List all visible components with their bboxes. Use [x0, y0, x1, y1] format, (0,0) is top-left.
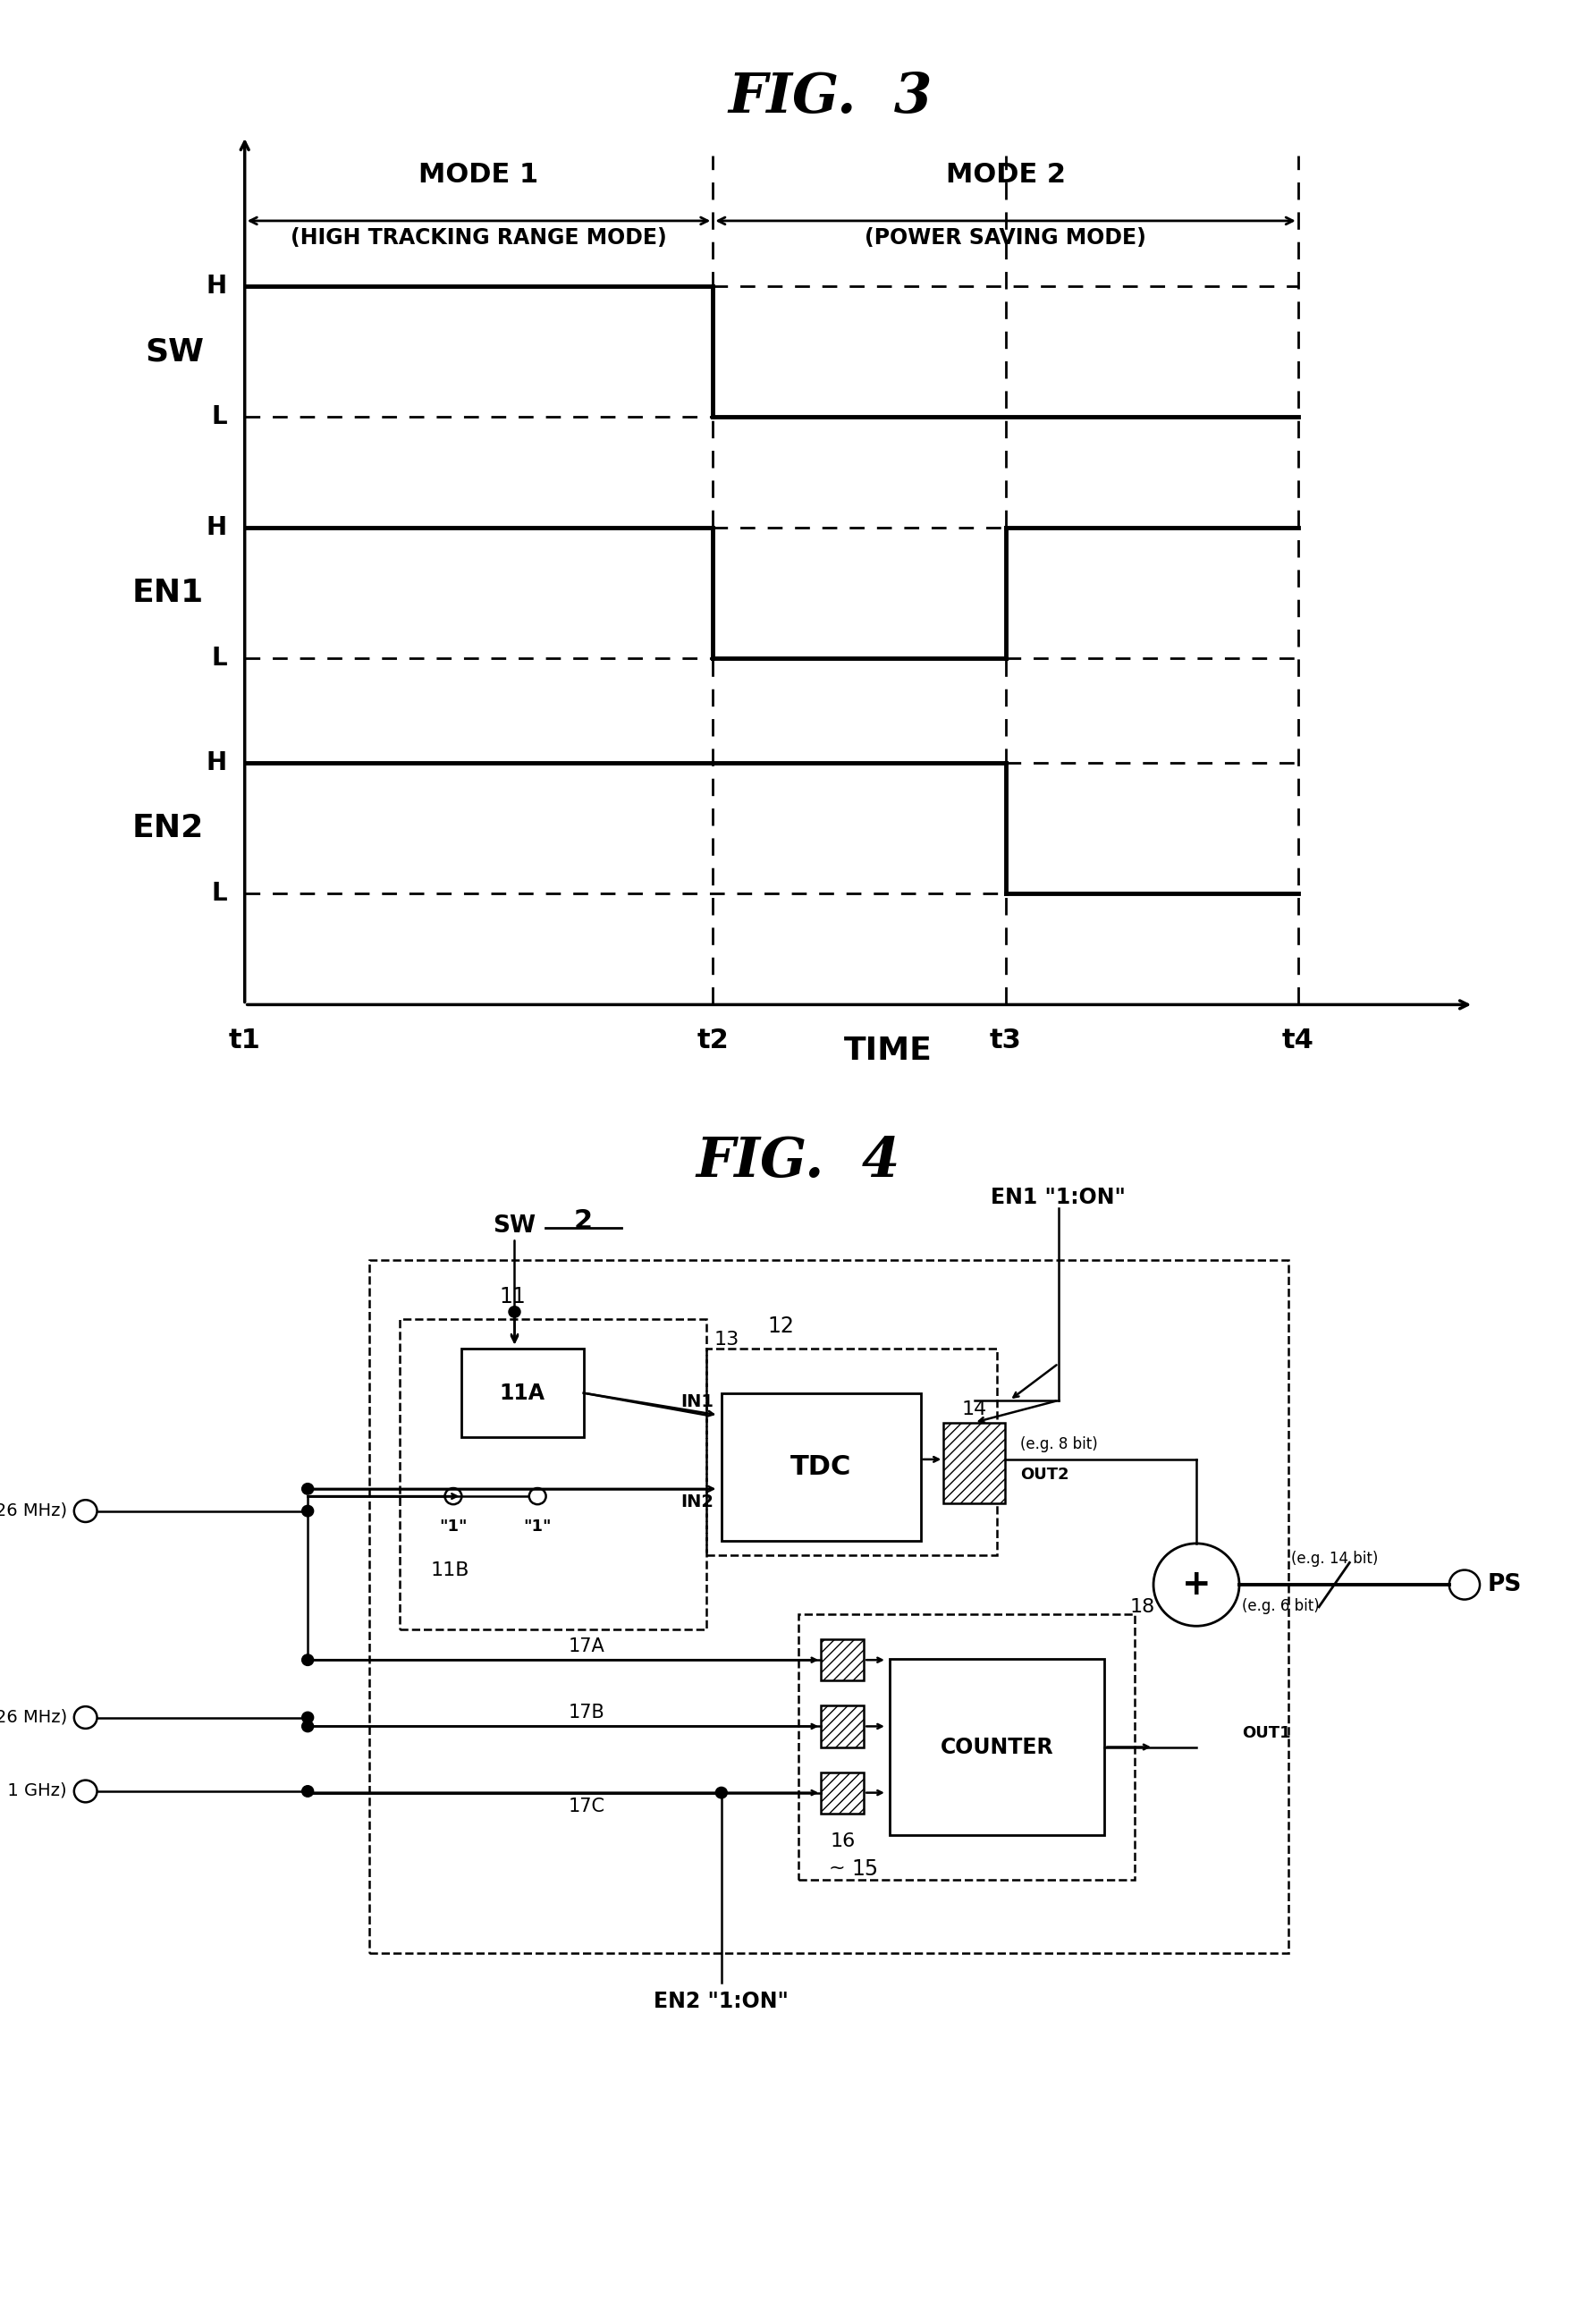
Text: IN2: IN2	[680, 1493, 713, 1509]
Bar	[399, 1318, 705, 1629]
Bar	[820, 1705, 863, 1746]
Circle shape	[302, 1786, 313, 1797]
Text: L: L	[211, 881, 227, 907]
Text: (e.g. 6 bit): (e.g. 6 bit)	[1242, 1599, 1320, 1615]
Text: EN2: EN2	[132, 812, 204, 844]
Text: TIME: TIME	[844, 1035, 932, 1065]
Text: OUT1: OUT1	[1242, 1726, 1291, 1742]
Bar	[721, 1392, 921, 1539]
Text: 17B: 17B	[568, 1705, 605, 1721]
Text: 11B: 11B	[431, 1560, 469, 1578]
Text: REF (e.g. 26 MHz): REF (e.g. 26 MHz)	[0, 1503, 67, 1519]
Text: 2: 2	[575, 1208, 594, 1236]
Text: H: H	[206, 274, 227, 299]
Text: "1": "1"	[523, 1519, 552, 1535]
Text: 17C: 17C	[568, 1797, 605, 1815]
Text: t4: t4	[1282, 1029, 1314, 1054]
Bar	[943, 1422, 1005, 1503]
Text: (POWER SAVING MODE): (POWER SAVING MODE)	[865, 228, 1146, 249]
Circle shape	[302, 1712, 313, 1723]
Text: OUT2: OUT2	[1020, 1466, 1069, 1482]
Text: (e.g. 14 bit): (e.g. 14 bit)	[1291, 1551, 1377, 1567]
Text: t2: t2	[697, 1029, 729, 1054]
Bar	[369, 1261, 1288, 1954]
Text: EN1: EN1	[132, 578, 204, 607]
Text: CLKA (e.g. 26 MHz): CLKA (e.g. 26 MHz)	[0, 1710, 67, 1726]
Circle shape	[302, 1721, 313, 1733]
Text: H: H	[206, 515, 227, 541]
Text: EN2 "1:ON": EN2 "1:ON"	[654, 1990, 788, 2011]
Text: TDC: TDC	[790, 1454, 852, 1480]
Text: (e.g. 8 bit): (e.g. 8 bit)	[1020, 1436, 1098, 1452]
Bar	[820, 1638, 863, 1680]
Text: 13: 13	[713, 1330, 739, 1348]
Text: MODE 2: MODE 2	[945, 163, 1066, 189]
Circle shape	[715, 1788, 728, 1799]
Text: ~: ~	[828, 1859, 846, 1878]
Text: L: L	[211, 405, 227, 430]
Text: COUNTER: COUNTER	[940, 1737, 1053, 1758]
Text: t1: t1	[228, 1029, 260, 1054]
Text: "1": "1"	[439, 1519, 468, 1535]
Text: 17A: 17A	[568, 1638, 605, 1654]
Text: 12: 12	[768, 1316, 795, 1337]
Text: (HIGH TRACKING RANGE MODE): (HIGH TRACKING RANGE MODE)	[290, 228, 667, 249]
Text: SW: SW	[493, 1215, 536, 1238]
Bar	[798, 1615, 1135, 1880]
Circle shape	[302, 1484, 313, 1493]
Circle shape	[302, 1654, 313, 1666]
Text: 16: 16	[830, 1832, 855, 1850]
Text: 11A: 11A	[500, 1383, 544, 1404]
Text: 15: 15	[852, 1859, 878, 1880]
Bar	[820, 1772, 863, 1813]
Text: EN1 "1:ON": EN1 "1:ON"	[991, 1187, 1125, 1208]
Bar	[705, 1348, 998, 1555]
Text: H: H	[206, 750, 227, 775]
Circle shape	[302, 1505, 313, 1516]
Text: 14: 14	[961, 1401, 986, 1417]
Text: FIG.  3: FIG. 3	[728, 71, 932, 124]
Text: PS: PS	[1487, 1574, 1521, 1597]
Bar	[461, 1348, 584, 1438]
Text: CLKB (e.g. 1 GHz): CLKB (e.g. 1 GHz)	[0, 1783, 67, 1799]
Text: MODE 1: MODE 1	[418, 163, 539, 189]
Text: IN1: IN1	[680, 1394, 713, 1411]
Text: t3: t3	[990, 1029, 1021, 1054]
Text: +: +	[1181, 1567, 1211, 1601]
Text: FIG.  4: FIG. 4	[696, 1134, 900, 1190]
Text: L: L	[211, 647, 227, 672]
Text: 11: 11	[500, 1286, 525, 1307]
Bar	[891, 1659, 1104, 1836]
Text: 18: 18	[1130, 1597, 1156, 1615]
Text: SW: SW	[145, 336, 204, 366]
Circle shape	[509, 1307, 520, 1318]
